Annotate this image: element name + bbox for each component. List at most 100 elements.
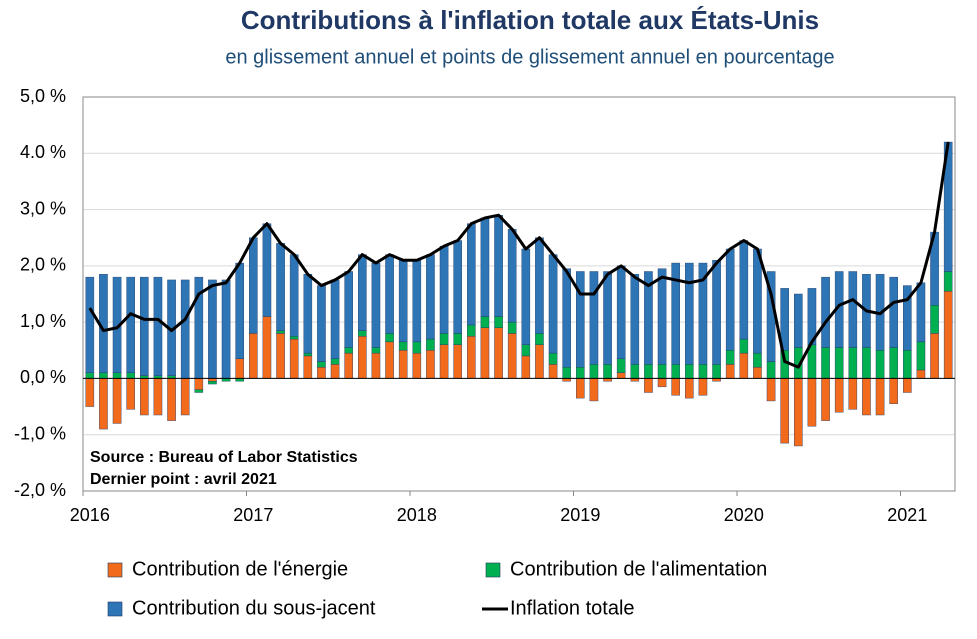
bar	[766, 361, 776, 379]
bar	[548, 254, 558, 354]
bar	[889, 276, 898, 348]
bar	[889, 378, 898, 404]
bar	[289, 254, 299, 337]
bar	[467, 336, 476, 379]
bar	[371, 352, 381, 379]
bar	[725, 364, 735, 379]
bar	[385, 341, 394, 379]
bar	[467, 324, 476, 337]
bar	[330, 279, 340, 359]
bar	[276, 330, 285, 334]
bar	[739, 240, 749, 340]
bar	[153, 276, 163, 376]
bar	[753, 248, 762, 354]
bar	[330, 358, 340, 365]
bar	[794, 378, 803, 447]
bar	[317, 366, 326, 379]
bar	[794, 293, 803, 348]
bar	[521, 344, 531, 357]
bar	[943, 290, 953, 379]
bar	[685, 262, 694, 365]
bar	[657, 268, 667, 365]
bar	[834, 347, 844, 379]
legend: Contribution de l'énergie Contribution de…	[107, 558, 767, 619]
y-tick-label: 5,0 %	[20, 86, 66, 106]
bar	[671, 378, 680, 396]
bar	[480, 217, 490, 317]
y-tick-label: 0,0 %	[20, 367, 66, 387]
bar	[862, 347, 871, 379]
legend-label: Contribution de l'alimentation	[510, 558, 767, 580]
bar	[698, 364, 708, 379]
bar	[208, 279, 217, 379]
bar	[412, 260, 422, 343]
annotation: Dernier point : avril 2021	[90, 471, 277, 488]
bar	[657, 378, 667, 388]
bar	[589, 271, 599, 365]
bar	[453, 333, 462, 345]
bar	[576, 378, 585, 399]
bar	[235, 262, 244, 359]
y-tick-label: 4.0 %	[20, 142, 66, 162]
bar	[875, 378, 885, 416]
chart-subtitle: en glissement annuel et points de glisse…	[225, 46, 834, 68]
bar	[576, 271, 585, 368]
bar	[712, 260, 721, 365]
bar	[616, 358, 626, 374]
bar	[548, 364, 558, 379]
bar	[439, 344, 449, 379]
bar	[712, 364, 721, 379]
bar	[875, 350, 885, 379]
legend-label: Contribution du sous-jacent	[132, 597, 376, 619]
bar	[535, 333, 544, 345]
legend-label: Inflation totale	[510, 597, 635, 619]
bar	[494, 327, 503, 379]
x-tick-label: 2020	[724, 505, 764, 525]
bar	[385, 333, 394, 343]
bar	[412, 352, 422, 379]
bar	[821, 276, 830, 348]
legend-swatch	[107, 562, 123, 578]
bar	[916, 282, 926, 343]
bar	[276, 243, 285, 331]
bar	[453, 344, 462, 379]
bar	[930, 305, 939, 334]
annotation: Source : Bureau of Labor Statistics	[90, 449, 358, 466]
bar	[562, 366, 571, 379]
bar	[780, 288, 789, 351]
bar	[916, 341, 926, 371]
bar	[930, 333, 939, 379]
bar	[289, 338, 299, 379]
bar	[780, 378, 789, 444]
bar	[848, 347, 858, 379]
bar	[903, 285, 912, 351]
bar	[507, 321, 517, 334]
bar	[821, 347, 830, 379]
bar	[507, 229, 517, 323]
bar	[126, 378, 135, 410]
bar	[671, 262, 680, 365]
bar	[262, 316, 272, 379]
bar	[862, 378, 871, 416]
bar	[685, 378, 694, 399]
bar	[126, 276, 135, 374]
bar	[562, 268, 571, 368]
bar	[725, 248, 735, 351]
bar	[412, 341, 422, 354]
bar	[371, 262, 381, 348]
bar	[603, 364, 612, 379]
bar	[85, 276, 95, 374]
bar	[140, 276, 149, 376]
bar	[903, 350, 912, 379]
bar	[344, 352, 353, 379]
bar	[262, 223, 272, 317]
bar	[644, 271, 653, 365]
bar	[576, 366, 585, 379]
legend-label: Contribution de l'énergie	[132, 558, 348, 580]
bar	[426, 254, 435, 340]
bar	[753, 352, 762, 368]
bar	[99, 378, 108, 430]
bar	[194, 389, 204, 393]
bar	[398, 341, 408, 351]
